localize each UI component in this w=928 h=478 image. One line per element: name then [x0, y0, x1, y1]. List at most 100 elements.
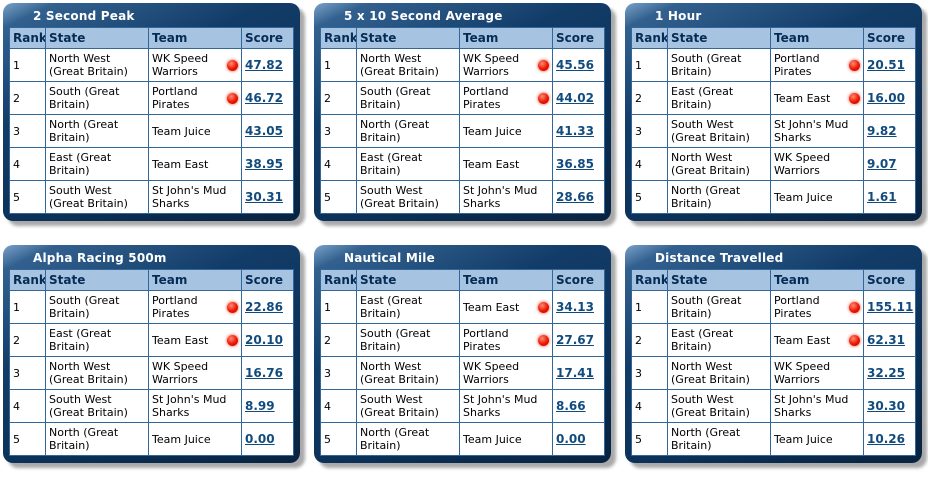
table-row: 4 North West (Great Britain) WK Speed Wa…	[631, 147, 916, 181]
score-link[interactable]: 30.30	[867, 398, 905, 413]
table-row: 4 South West (Great Britain) St John's M…	[9, 389, 294, 423]
team-name: Team East	[774, 333, 831, 347]
score-link[interactable]: 22.86	[245, 299, 283, 314]
column-header-score: Score	[241, 269, 294, 291]
score-link[interactable]: 30.31	[245, 189, 283, 204]
score-cell: 16.76	[241, 356, 294, 390]
score-link[interactable]: 0.00	[556, 431, 586, 446]
team-cell: Portland Pirates	[770, 48, 864, 82]
team-cell: WK Speed Warriors	[148, 356, 242, 390]
team-name: Team East	[463, 300, 520, 314]
state-cell: East (Great Britain)	[45, 147, 149, 181]
column-header-rank: Rank	[320, 269, 357, 291]
rank-cell: 2	[631, 323, 668, 357]
column-header-score: Score	[552, 27, 605, 49]
score-link[interactable]: 8.99	[245, 398, 275, 413]
table-row: 3 North West (Great Britain) WK Speed Wa…	[9, 356, 294, 390]
rank-cell: 1	[631, 48, 668, 82]
score-link[interactable]: 16.00	[867, 90, 905, 105]
panel-title: 5 x 10 Second Average	[344, 9, 503, 23]
score-link[interactable]: 34.13	[556, 299, 594, 314]
panel-title: Nautical Mile	[344, 251, 435, 265]
table-row: 2 East (Great Britain) Team East 62.31	[631, 323, 916, 357]
panel-title: Alpha Racing 500m	[33, 251, 167, 265]
state-cell: North (Great Britain)	[667, 422, 771, 456]
team-name: Team East	[463, 157, 520, 171]
score-cell: 46.72	[241, 81, 294, 115]
score-link[interactable]: 8.66	[556, 398, 586, 413]
team-cell: Portland Pirates	[770, 290, 864, 324]
state-cell: North West (Great Britain)	[356, 48, 460, 82]
rank-cell: 3	[9, 356, 46, 390]
score-link[interactable]: 1.61	[867, 189, 897, 204]
score-link[interactable]: 17.41	[556, 365, 594, 380]
rank-cell: 5	[320, 180, 357, 214]
column-header-team: Team	[770, 269, 864, 291]
table-row: 2 East (Great Britain) Team East 20.10	[9, 323, 294, 357]
team-cell: St John's Mud Sharks	[459, 180, 553, 214]
score-cell: 28.66	[552, 180, 605, 214]
score-link[interactable]: 44.02	[556, 90, 594, 105]
score-link[interactable]: 27.67	[556, 332, 594, 347]
team-name: Team Juice	[774, 432, 833, 446]
rank-cell: 3	[320, 114, 357, 148]
boards-grid: 2 Second Peak Rank State Team Score 1 North…	[3, 3, 922, 463]
column-header-rank: Rank	[9, 27, 46, 49]
score-link[interactable]: 0.00	[245, 431, 275, 446]
record-dot-icon	[849, 59, 860, 71]
score-cell: 20.51	[863, 48, 916, 82]
state-cell: East (Great Britain)	[45, 323, 149, 357]
table-row: 2 South (Great Britain) Portland Pirates…	[320, 323, 605, 357]
table-row: 3 North West (Great Britain) WK Speed Wa…	[320, 356, 605, 390]
team-cell: Team East	[459, 290, 553, 324]
score-cell: 47.82	[241, 48, 294, 82]
column-header-state: State	[667, 269, 771, 291]
score-link[interactable]: 9.82	[867, 123, 897, 138]
score-link[interactable]: 20.51	[867, 57, 905, 72]
column-header-score: Score	[863, 27, 916, 49]
score-link[interactable]: 36.85	[556, 156, 594, 171]
leaderboard-panel: Nautical Mile Rank State Team Score 1 East …	[314, 245, 611, 463]
state-cell: South West (Great Britain)	[667, 114, 771, 148]
table-row: 4 East (Great Britain) Team East 38.95	[9, 147, 294, 181]
score-cell: 22.86	[241, 290, 294, 324]
score-cell: 36.85	[552, 147, 605, 181]
score-link[interactable]: 47.82	[245, 57, 283, 72]
team-cell: Portland Pirates	[148, 290, 242, 324]
state-cell: South West (Great Britain)	[356, 389, 460, 423]
score-link[interactable]: 43.05	[245, 123, 283, 138]
score-link[interactable]: 38.95	[245, 156, 283, 171]
team-cell: WK Speed Warriors	[148, 48, 242, 82]
column-header-team: Team	[459, 269, 553, 291]
header-row: Rank State Team Score	[631, 269, 916, 291]
score-link[interactable]: 16.76	[245, 365, 283, 380]
score-link[interactable]: 46.72	[245, 90, 283, 105]
state-cell: East (Great Britain)	[356, 147, 460, 181]
rank-cell: 5	[9, 180, 46, 214]
score-link[interactable]: 45.56	[556, 57, 594, 72]
state-cell: East (Great Britain)	[356, 290, 460, 324]
score-link[interactable]: 10.26	[867, 431, 905, 446]
score-cell: 34.13	[552, 290, 605, 324]
column-header-state: State	[45, 269, 149, 291]
table-row: 4 East (Great Britain) Team East 36.85	[320, 147, 605, 181]
score-link[interactable]: 62.31	[867, 332, 905, 347]
score-link[interactable]: 32.25	[867, 365, 905, 380]
score-link[interactable]: 41.33	[556, 123, 594, 138]
team-cell: Team Juice	[770, 180, 864, 214]
score-link[interactable]: 9.07	[867, 156, 897, 171]
team-name: Team Juice	[774, 190, 833, 204]
state-cell: East (Great Britain)	[667, 323, 771, 357]
score-link[interactable]: 28.66	[556, 189, 594, 204]
team-name: St John's Mud Sharks	[774, 118, 849, 144]
score-link[interactable]: 20.10	[245, 332, 283, 347]
score-link[interactable]: 155.11	[867, 299, 914, 314]
rank-cell: 5	[320, 422, 357, 456]
leaderboard-table: Rank State Team Score 1 North West (Great B…	[320, 27, 605, 214]
panel-title: Distance Travelled	[655, 251, 784, 265]
rank-cell: 4	[9, 389, 46, 423]
team-name: St John's Mud Sharks	[774, 393, 849, 419]
state-cell: South (Great Britain)	[45, 290, 149, 324]
record-dot-icon	[538, 59, 549, 71]
team-name: Team East	[774, 91, 831, 105]
